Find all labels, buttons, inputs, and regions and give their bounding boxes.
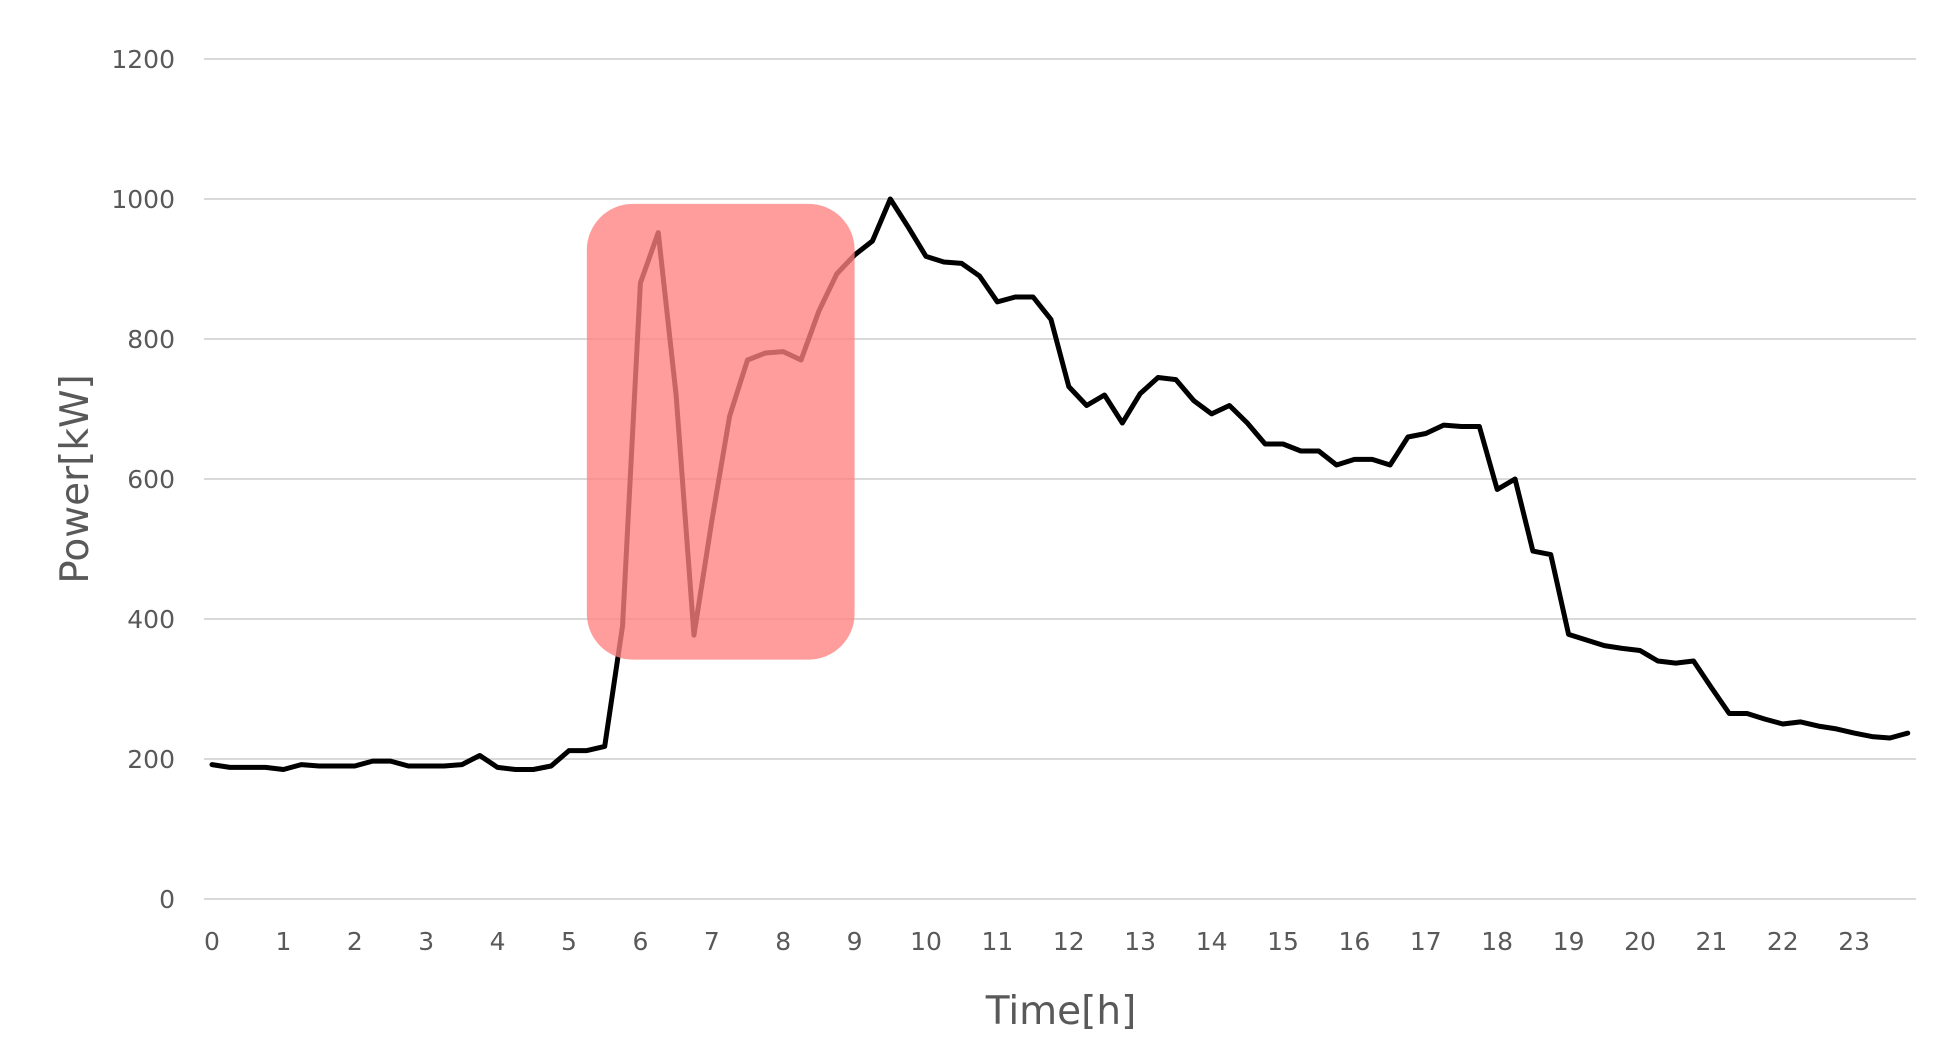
series-layer	[209, 196, 1911, 772]
x-tick-label: 22	[1767, 927, 1799, 956]
x-tick-label: 10	[910, 927, 942, 956]
x-tick-label: 14	[1196, 927, 1228, 956]
x-tick-label: 8	[775, 927, 791, 956]
y-tick-label: 600	[127, 465, 175, 494]
x-tick-label: 12	[1053, 927, 1085, 956]
x-tick-label: 0	[204, 927, 220, 956]
y-tick-labels: 0 200 400 600 800 1000 1200	[111, 45, 175, 914]
grid-layer	[204, 58, 1916, 900]
x-tick-label: 11	[981, 927, 1013, 956]
x-tick-label: 21	[1695, 927, 1727, 956]
x-tick-label: 9	[847, 927, 863, 956]
x-tick-label: 5	[561, 927, 577, 956]
series-line-0	[209, 196, 1911, 772]
y-tick-label: 1200	[111, 45, 175, 74]
y-axis-title: Power[kW]	[53, 374, 98, 584]
x-tick-label: 20	[1624, 927, 1656, 956]
x-tick-label: 1	[275, 927, 291, 956]
x-axis-title: Time[h]	[985, 989, 1137, 1034]
y-tick-label: 1000	[111, 185, 175, 214]
x-tick-label: 17	[1410, 927, 1442, 956]
y-tick-label: 200	[127, 745, 175, 774]
x-tick-labels: 0 1 2 3 4 5 6 7 8 9 10 11 12 13 14 15 16 17 18 19 20 21 22 23	[204, 927, 1870, 956]
x-tick-label: 23	[1838, 927, 1870, 956]
x-tick-label: 2	[347, 927, 363, 956]
x-tick-label: 3	[418, 927, 434, 956]
y-tick-label: 800	[127, 325, 175, 354]
x-tick-label: 13	[1124, 927, 1156, 956]
x-tick-label: 18	[1481, 927, 1513, 956]
x-tick-label: 4	[490, 927, 506, 956]
x-tick-label: 16	[1338, 927, 1370, 956]
highlight-region	[586, 203, 855, 660]
x-tick-label: 19	[1553, 927, 1585, 956]
x-tick-label: 7	[704, 927, 720, 956]
x-tick-label: 15	[1267, 927, 1299, 956]
x-tick-label: 6	[632, 927, 648, 956]
y-tick-label: 0	[159, 885, 175, 914]
y-tick-label: 400	[127, 605, 175, 634]
